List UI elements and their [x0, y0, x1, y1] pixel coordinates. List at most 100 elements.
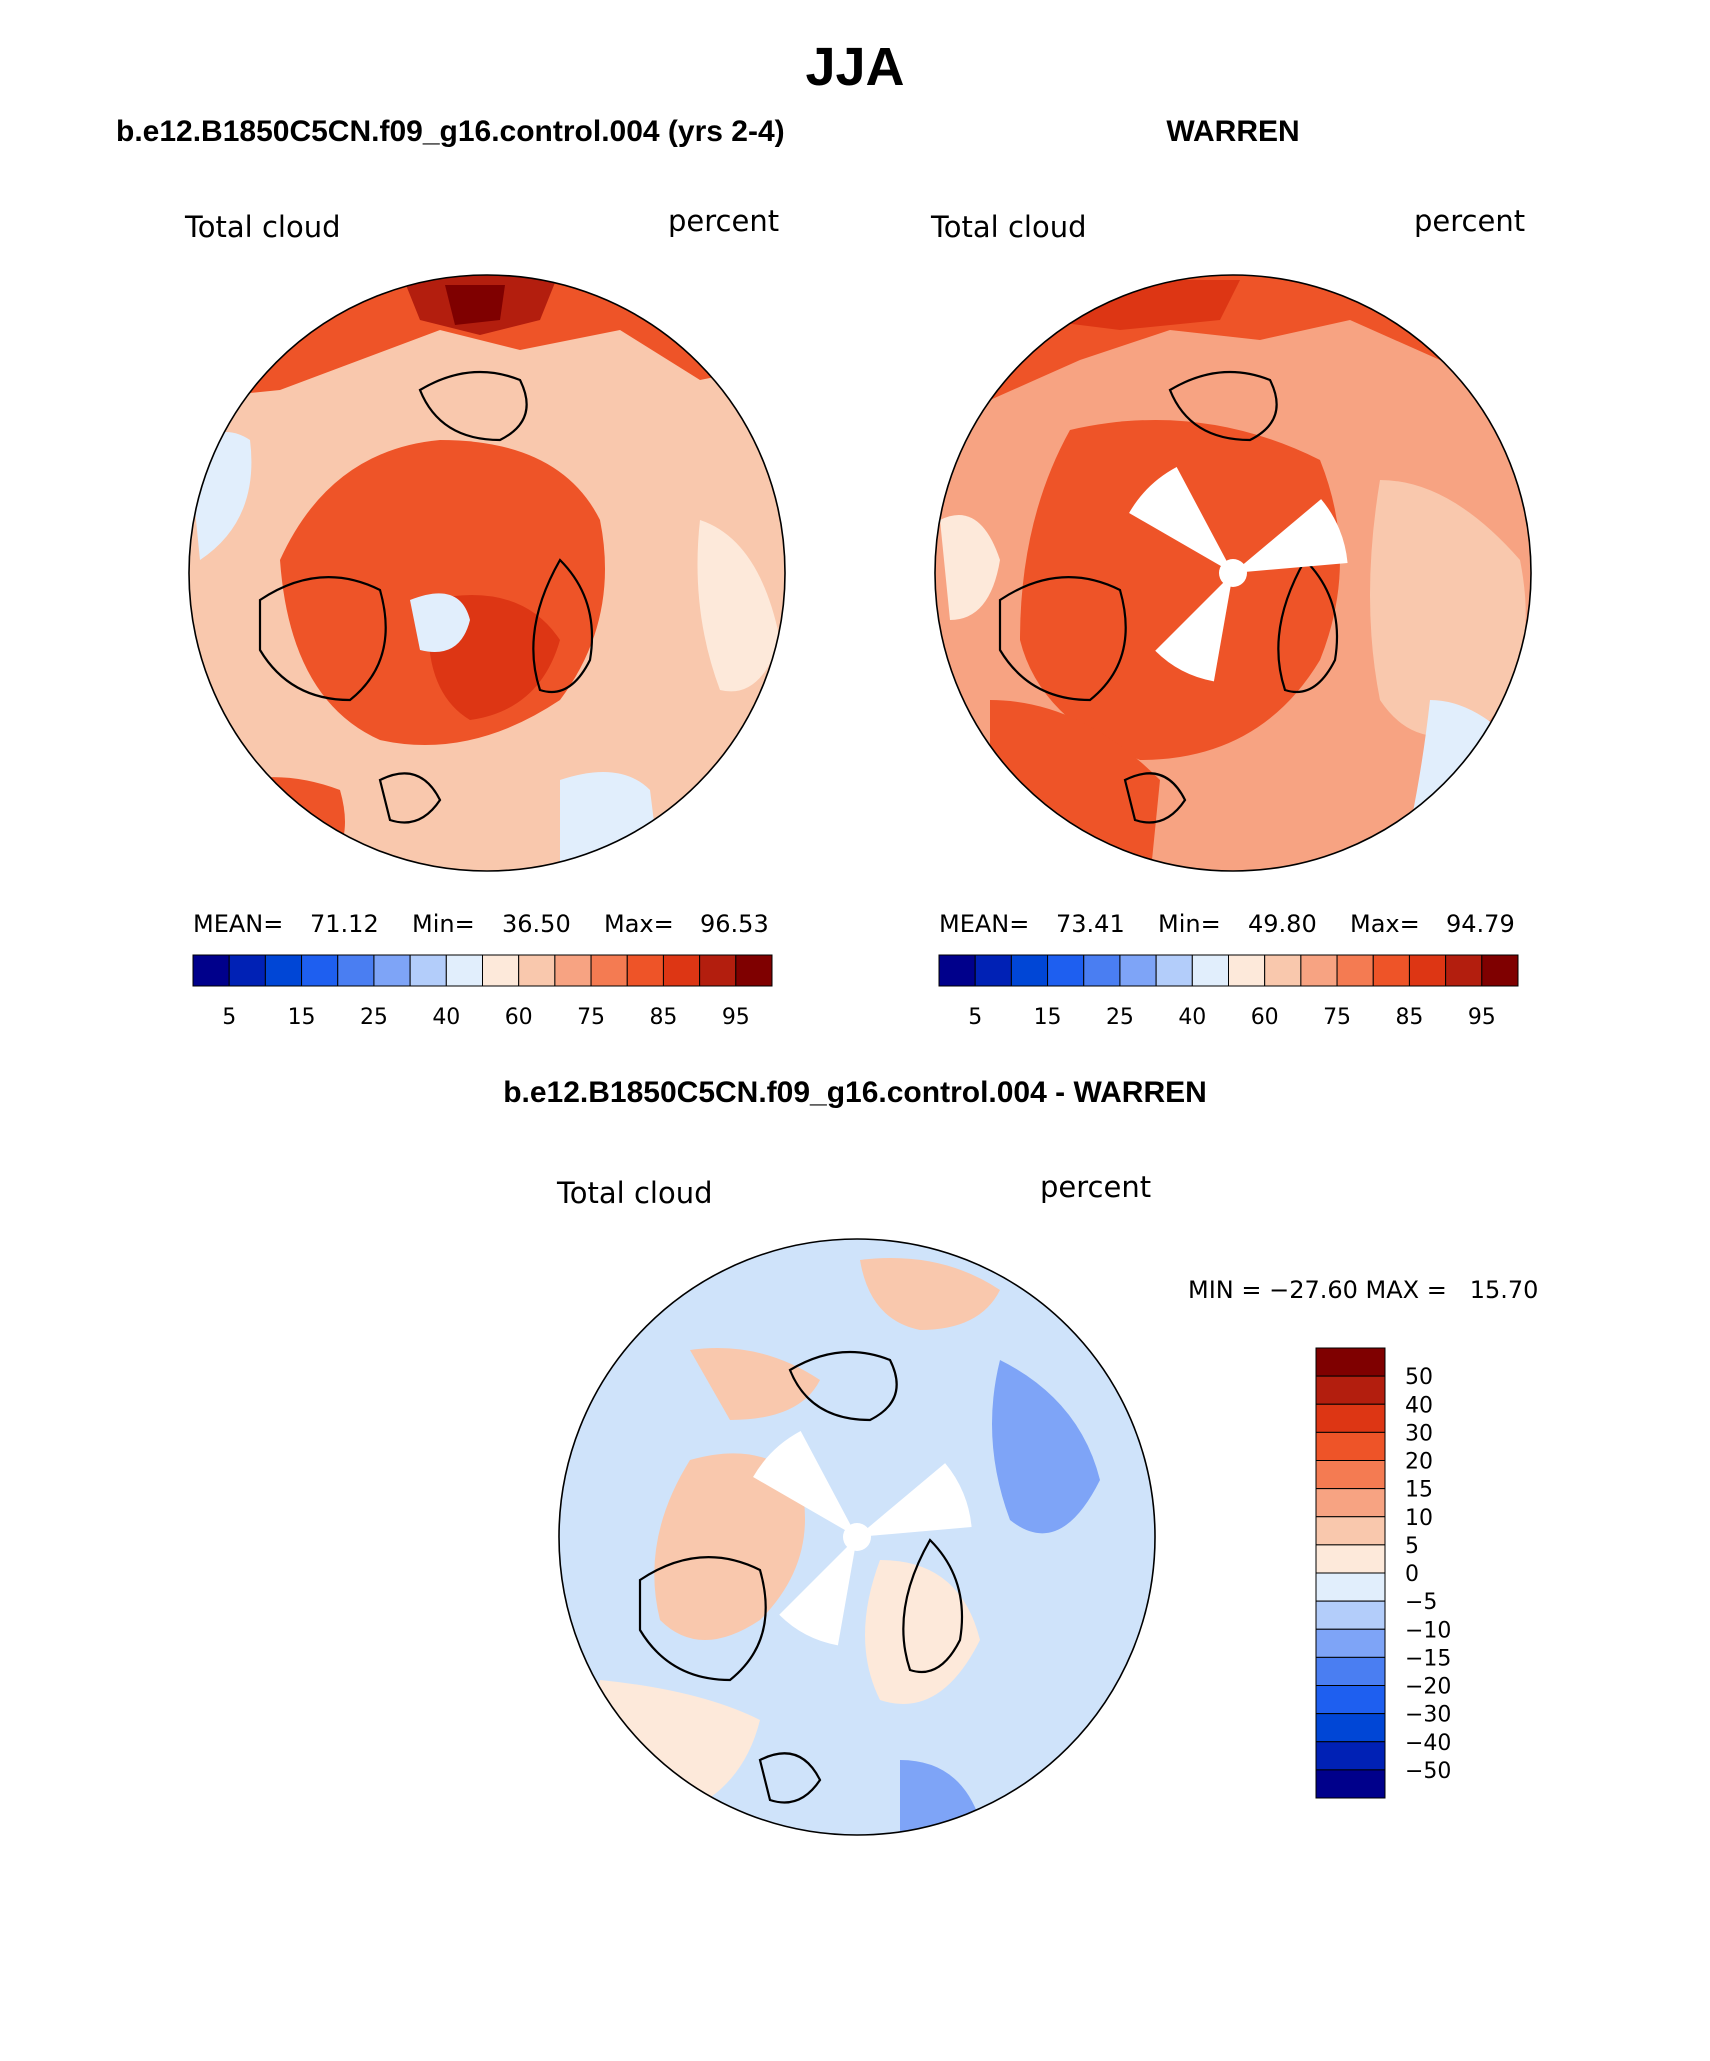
panel-diff-colorbar-swatch: [1315, 1431, 1386, 1461]
panel-model-colorbar-swatch: [301, 954, 339, 987]
missing-data-sector: [1233, 499, 1348, 573]
panel-diff-colorbar-swatch: [1315, 1375, 1386, 1405]
panel-diff-colorbar-swatch: [1315, 1741, 1386, 1771]
coastlines: [638, 1350, 964, 1804]
panel-obs-min-value: 49.80: [1248, 910, 1317, 938]
panel-model-colorbar-swatch: [409, 954, 447, 987]
panel-model: b.e12.B1850C5CN.f09_g16.control.004 (yrs…: [116, 115, 786, 1030]
panel-obs-colorbar-swatch: [1336, 954, 1374, 987]
panel-model-colorbar-tick-label: 95: [722, 1005, 750, 1030]
panel-model-colorbar-swatch: [626, 954, 664, 987]
panel-obs-variable-label: Total cloud: [930, 210, 1086, 244]
panel-obs-colorbar-tick-label: 40: [1178, 1005, 1206, 1030]
panel-model-colorbar-swatch: [373, 954, 411, 987]
panel-model-colorbar-tick-label: 60: [505, 1005, 533, 1030]
panel-model-colorbar-tick-label: 25: [360, 1005, 388, 1030]
panel-obs-header: WARREN: [1166, 115, 1299, 148]
contour-low-greenland: [410, 593, 470, 652]
panel-diff-colorbar-tick-label: 10: [1405, 1506, 1433, 1531]
panel-obs-colorbar-swatch: [974, 954, 1012, 987]
missing-data-sector: [1155, 573, 1233, 682]
panel-obs-colorbar-swatch: [1010, 954, 1049, 987]
panel-model-units-label: percent: [668, 204, 779, 238]
panel-diff-colorbar-swatch: [1315, 1769, 1386, 1799]
contour-pos-topright: [860, 1258, 1000, 1330]
panel-model-max-value: 96.53: [700, 910, 769, 938]
panel-model-colorbar-swatch: [445, 954, 483, 987]
panel-diff-colorbar-tick-label: 40: [1405, 1393, 1433, 1418]
panel-diff-colorbar-swatch: [1315, 1600, 1386, 1630]
contour-neg-right: [992, 1360, 1100, 1534]
panel-obs-colorbar-swatch: [1408, 954, 1447, 987]
panel-model-colorbar-tick-label: 85: [649, 1005, 677, 1030]
panel-diff-colorbar-tick-label: 5: [1405, 1534, 1419, 1559]
missing-data-sector: [857, 1463, 972, 1537]
panel-obs-colorbar: [938, 954, 1519, 987]
panel-model-map-boundary: [188, 274, 786, 872]
panel-diff-colorbar-swatch: [1315, 1347, 1386, 1377]
coastlines: [998, 370, 1339, 824]
panel-diff-variable-label: Total cloud: [556, 1176, 712, 1210]
panel-diff-stats: MIN = −27.60 MAX = 15.70: [1188, 1276, 1538, 1304]
panel-obs-max-value: 94.79: [1446, 910, 1515, 938]
panel-model-colorbar-swatch: [337, 954, 375, 987]
panel-model-colorbar-tick-label: 15: [288, 1005, 316, 1030]
panel-model-colorbar-tick-label: 75: [577, 1005, 605, 1030]
panel-diff-colorbar-swatch: [1315, 1656, 1386, 1686]
panel-model-colorbar: [192, 954, 773, 987]
panel-obs-min-label: Min=: [1158, 910, 1221, 938]
panel-model-colorbar-swatch: [192, 954, 230, 987]
panel-diff-colorbar-tick-label: 30: [1405, 1421, 1433, 1446]
contour-pos-top: [690, 1348, 820, 1420]
contour-pos-siberia: [865, 1560, 980, 1704]
panel-diff-map-boundary: [558, 1238, 1156, 1836]
panel-obs-colorbar-tick-label: 85: [1395, 1005, 1423, 1030]
panel-obs-map: [935, 275, 1531, 871]
contour-high-central: [1020, 420, 1340, 760]
panel-model-colorbar-swatch: [735, 954, 773, 987]
panel-diff-colorbar-tick-label: 0: [1405, 1562, 1419, 1587]
panel-obs-missing-data-mask: [1129, 467, 1348, 682]
panel-diff-units-label: percent: [1040, 1170, 1151, 1204]
panel-model-colorbar-tick-label: 5: [222, 1005, 236, 1030]
panel-obs-units-label: percent: [1414, 204, 1525, 238]
panel-model-colorbar-tick-label: 40: [432, 1005, 460, 1030]
panel-obs-colorbar-swatch: [938, 954, 976, 987]
panel-obs-colorbar-swatch: [1264, 954, 1302, 987]
panel-obs-colorbar-swatch: [1191, 954, 1229, 987]
contour-mid-right: [1370, 480, 1526, 736]
contour-lowmid-right: [697, 520, 780, 692]
panel-diff-colorbar-tick-label: −50: [1405, 1759, 1451, 1784]
panel-model-mean-label: MEAN=: [193, 910, 283, 938]
panel-diff-colorbar-swatch: [1315, 1572, 1386, 1602]
panel-obs-colorbar-swatch: [1300, 954, 1338, 987]
panel-model-header: b.e12.B1850C5CN.f09_g16.control.004 (yrs…: [116, 115, 785, 148]
contour-max-top: [445, 285, 505, 325]
panel-diff-colorbar-swatch: [1315, 1628, 1386, 1658]
panel-diff-colorbar-tick-label: 20: [1405, 1450, 1433, 1475]
panel-obs-colorbar-ticks: 5 15 25 40 60 75 85 95: [968, 1005, 1496, 1030]
panel-obs-colorbar-tick-label: 25: [1106, 1005, 1134, 1030]
panel-obs-colorbar-swatch: [1372, 954, 1410, 987]
panel-obs-colorbar-swatch: [1047, 954, 1085, 987]
panel-diff-colorbar-swatch: [1315, 1544, 1386, 1574]
missing-data-sector: [753, 1431, 857, 1537]
panel-diff-missing-data-mask: [753, 1431, 972, 1646]
panel-model-map: [189, 275, 785, 871]
panel-diff-colorbar-tick-label: −15: [1405, 1646, 1451, 1671]
panel-diff-colorbar-swatch: [1315, 1488, 1386, 1518]
panel-obs-colorbar-swatch: [1481, 954, 1519, 987]
panel-diff-colorbar-swatch: [1315, 1403, 1386, 1433]
panel-obs-map-boundary: [934, 274, 1532, 872]
panel-diff-colorbar-swatch: [1315, 1685, 1386, 1715]
panel-model-min-value: 36.50: [502, 910, 571, 938]
panel-obs-colorbar-swatch: [1119, 954, 1157, 987]
panel-obs-colorbar-tick-label: 95: [1468, 1005, 1496, 1030]
contour-low-bottom: [560, 772, 660, 870]
figure-title: JJA: [805, 37, 904, 97]
coastlines: [258, 370, 594, 824]
panel-diff: b.e12.B1850C5CN.f09_g16.control.004 - WA…: [503, 1076, 1538, 1836]
panel-diff-colorbar-swatch: [1315, 1516, 1386, 1546]
panel-model-colorbar-swatch: [699, 954, 737, 987]
